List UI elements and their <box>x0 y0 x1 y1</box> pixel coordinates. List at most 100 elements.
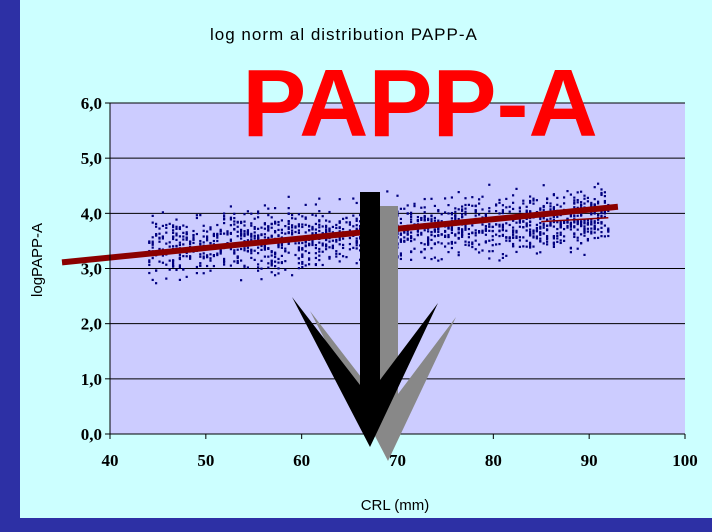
scatter-point <box>396 194 399 197</box>
scatter-point <box>206 264 209 268</box>
scatter-point <box>471 241 474 244</box>
scatter-point <box>253 227 256 230</box>
scatter-point <box>342 255 345 258</box>
scatter-point <box>219 250 222 254</box>
scatter-point <box>321 225 324 228</box>
scatter-point <box>216 223 219 227</box>
scatter-point <box>593 231 596 234</box>
scatter-point <box>508 205 511 208</box>
scatter-point <box>270 235 273 238</box>
scatter-point <box>433 256 436 259</box>
scatter-point <box>240 230 243 233</box>
scatter-point <box>406 230 409 233</box>
scatter-point <box>260 233 263 237</box>
scatter-point <box>236 225 239 228</box>
x-tick-labels: 40 50 60 70 80 90 100 <box>102 451 698 470</box>
scatter-point <box>287 226 290 229</box>
scatter-point <box>209 257 212 260</box>
scatter-point <box>410 213 413 216</box>
scatter-point <box>580 222 583 225</box>
scatter-point <box>546 201 549 205</box>
scatter-point <box>240 228 243 231</box>
scatter-point <box>593 221 596 224</box>
scatter-point <box>546 224 549 227</box>
scatter-point <box>352 225 355 228</box>
scatter-point <box>433 219 436 222</box>
scatter-point <box>563 202 566 205</box>
scatter-point <box>525 211 528 214</box>
scatter-point <box>498 225 501 228</box>
scatter-point <box>212 239 215 243</box>
scatter-point <box>471 243 474 246</box>
scatter-point <box>488 183 491 186</box>
scatter-point <box>583 197 586 200</box>
scatter-point <box>488 207 491 210</box>
scatter-point <box>590 232 593 235</box>
scatter-point <box>433 216 436 220</box>
scatter-point <box>454 214 457 218</box>
scatter-point <box>440 242 443 245</box>
scatter-point <box>250 256 253 260</box>
scatter-point <box>284 225 287 228</box>
scatter-point <box>457 254 460 257</box>
scatter-point <box>576 222 579 225</box>
scatter-point <box>240 237 243 240</box>
scatter-point <box>348 229 351 232</box>
scatter-point <box>229 239 232 242</box>
scatter-point <box>484 233 487 236</box>
scatter-point <box>182 235 185 238</box>
scatter-point <box>202 272 205 275</box>
scatter-point <box>600 235 603 238</box>
scatter-point <box>229 218 232 221</box>
scatter-point <box>148 259 151 262</box>
scatter-point <box>314 243 317 247</box>
scatter-point <box>529 241 532 244</box>
scatter-point <box>338 243 341 246</box>
scatter-point <box>525 223 528 226</box>
scatter-point <box>267 226 270 229</box>
scatter-point <box>607 227 610 230</box>
scatter-point <box>498 259 501 262</box>
scatter-point <box>297 267 300 270</box>
scatter-point <box>318 247 321 251</box>
scatter-point <box>233 212 236 215</box>
scatter-point <box>280 261 283 264</box>
scatter-point <box>297 229 300 232</box>
scatter-point <box>556 203 559 206</box>
scatter-point <box>161 254 164 257</box>
scatter-point <box>267 229 270 232</box>
scatter-point <box>512 231 515 234</box>
scatter-point <box>308 244 311 247</box>
scatter-point <box>223 221 226 225</box>
scatter-point <box>246 266 249 269</box>
scatter-point <box>270 222 273 225</box>
scatter-point <box>246 229 249 232</box>
scatter-point <box>338 226 341 230</box>
scatter-point <box>280 228 283 231</box>
scatter-point <box>522 202 525 205</box>
scatter-point <box>593 186 596 189</box>
scatter-point <box>308 251 311 255</box>
scatter-point <box>185 231 188 234</box>
scatter-point <box>495 209 498 213</box>
scatter-point <box>410 220 413 224</box>
down-arrow-icon <box>292 192 456 461</box>
scatter-point <box>590 201 593 205</box>
scatter-point <box>284 268 287 271</box>
scatter-point <box>206 237 209 240</box>
scatter-point <box>529 233 532 236</box>
scatter-point <box>566 226 569 229</box>
scatter-point <box>542 224 545 227</box>
scatter-point <box>280 242 283 245</box>
scatter-point <box>597 182 600 185</box>
scatter-point <box>297 242 300 245</box>
scatter-point <box>321 242 324 245</box>
scatter-point <box>474 214 477 217</box>
scatter-point <box>338 260 341 263</box>
scatter-point <box>491 235 494 238</box>
scatter-point <box>270 254 273 257</box>
scatter-point <box>512 207 515 211</box>
scatter-point <box>291 229 294 232</box>
scatter-point <box>352 246 355 249</box>
scatter-point <box>331 239 334 242</box>
